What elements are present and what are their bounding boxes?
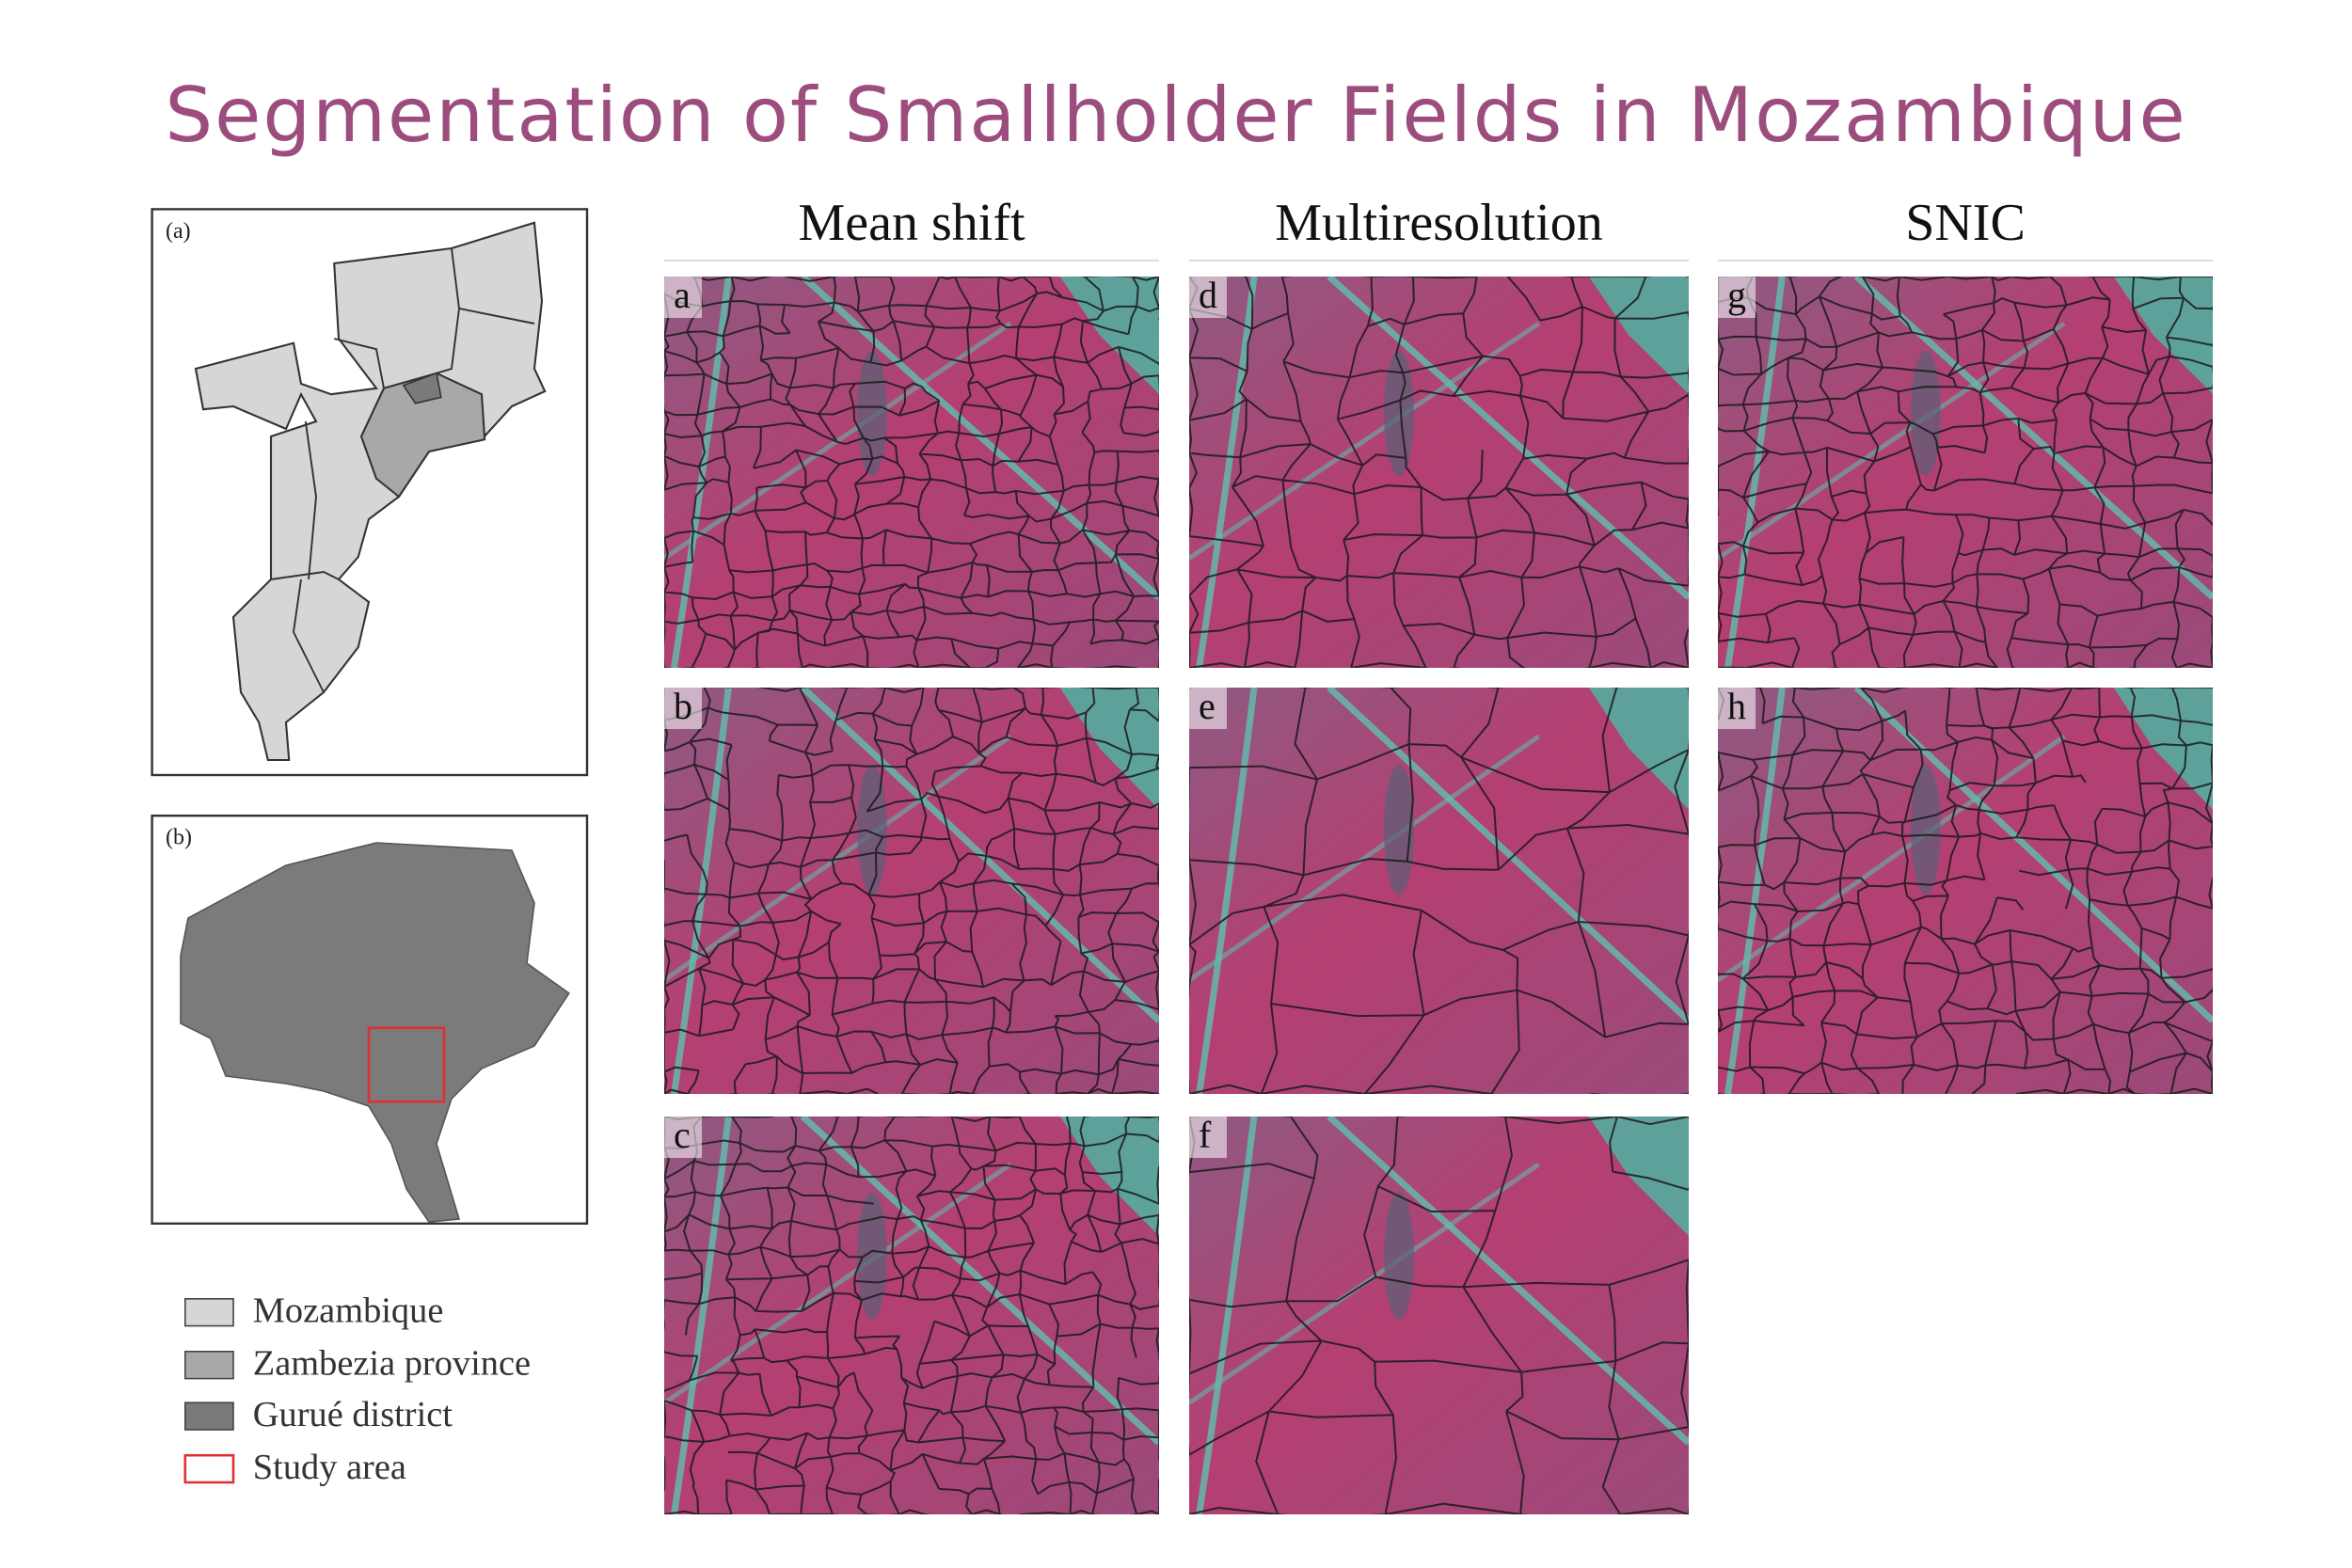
road <box>1327 688 1689 1023</box>
road <box>1196 277 1258 668</box>
image-background <box>664 1117 1159 1514</box>
map-b-label: (b) <box>166 826 192 850</box>
image-background <box>1189 277 1689 668</box>
panel-letter: e <box>1199 685 1216 727</box>
image-background <box>664 688 1159 1094</box>
road <box>800 688 1159 1023</box>
province-borders <box>304 420 317 580</box>
column-header: SNIC <box>1905 194 2026 252</box>
image-background <box>1189 1117 1689 1514</box>
image-panel: c <box>664 1114 1159 1514</box>
legend-label: Study area <box>253 1448 406 1487</box>
panel-letter-bg <box>1718 688 1756 729</box>
dark-field <box>1384 1192 1414 1320</box>
image-panel: e <box>1189 685 1689 1094</box>
legend-swatch <box>184 1351 234 1380</box>
dark-field <box>1911 765 1941 895</box>
segment-boundaries <box>1189 688 1689 1094</box>
dark-field <box>857 1192 887 1320</box>
segment-boundaries <box>664 688 1159 1094</box>
panel-letter-bg <box>1718 277 1756 318</box>
province-borders <box>333 338 385 388</box>
road <box>664 1162 1012 1405</box>
road <box>1718 734 2066 983</box>
panel-letter: a <box>674 274 691 316</box>
panel-letter: h <box>1727 685 1746 727</box>
title: Segmentation of Smallholder Fields in Mo… <box>165 71 2186 159</box>
panel-letter-bg <box>1189 688 1227 729</box>
vegetation-patch <box>1588 277 1689 394</box>
dark-field <box>857 765 887 895</box>
panel-letter-bg <box>664 277 702 318</box>
study-area-box <box>367 1026 446 1103</box>
vegetation-patch <box>1588 688 1689 810</box>
road <box>1189 321 1541 561</box>
image-panel: g <box>1718 274 2213 668</box>
legend-swatch <box>184 1298 234 1327</box>
province-borders <box>293 578 325 693</box>
road <box>671 277 732 668</box>
dark-field <box>1384 351 1414 477</box>
gurue-shape <box>402 372 442 404</box>
image-background <box>1189 688 1689 1094</box>
panel-letter-bg <box>1189 277 1227 318</box>
image-panel: a <box>664 274 1159 668</box>
column-header: Multiresolution <box>1275 194 1602 252</box>
legend-label: Mozambique <box>253 1291 444 1331</box>
column-header: Mean shift <box>798 194 1025 252</box>
segmentation-panels: Mean shift a b c Multiresolution d e f SNIC g h <box>664 194 2213 1514</box>
panel-letter: c <box>674 1114 691 1156</box>
road <box>1327 277 1689 600</box>
legend-swatch <box>184 1402 234 1431</box>
image-panel: d <box>1189 274 1689 668</box>
segment-boundaries <box>664 277 1159 668</box>
image-panel: f <box>1189 1114 1689 1514</box>
province-borders <box>436 308 460 374</box>
location-maps: (a) (b) Mozambique Zambezia province Gur… <box>151 208 589 1487</box>
image-background <box>664 277 1159 668</box>
road <box>1196 688 1258 1094</box>
road <box>671 1117 732 1514</box>
province-borders <box>270 571 340 580</box>
road <box>1189 734 1541 983</box>
district-shape <box>180 842 570 1224</box>
road <box>1724 688 1786 1094</box>
zambezia-shape <box>359 372 486 499</box>
panel-letter: f <box>1199 1114 1212 1156</box>
mozambique-shape <box>194 221 547 762</box>
road <box>1718 321 2066 561</box>
panel-letter-bg <box>664 688 702 729</box>
dark-field <box>1911 351 1941 477</box>
image-background <box>1718 688 2213 1094</box>
legend-label: Gurué district <box>253 1395 453 1434</box>
road <box>664 734 1012 983</box>
image-panel: h <box>1718 685 2213 1094</box>
image-panel: b <box>664 685 1159 1094</box>
legend-swatch <box>183 1453 235 1484</box>
map-a-label: (a) <box>166 219 191 244</box>
panel-letter-bg <box>664 1117 702 1158</box>
image-background <box>1718 277 2213 668</box>
vegetation-patch <box>2113 688 2213 810</box>
legend-label: Zambezia province <box>253 1344 531 1384</box>
road <box>1196 1117 1258 1514</box>
road <box>1853 277 2213 600</box>
panel-letter: d <box>1199 274 1217 316</box>
road <box>1724 277 1786 668</box>
panel-letter: b <box>674 685 692 727</box>
panel-letter: g <box>1727 274 1746 316</box>
panel-letter-bg <box>1189 1117 1227 1158</box>
